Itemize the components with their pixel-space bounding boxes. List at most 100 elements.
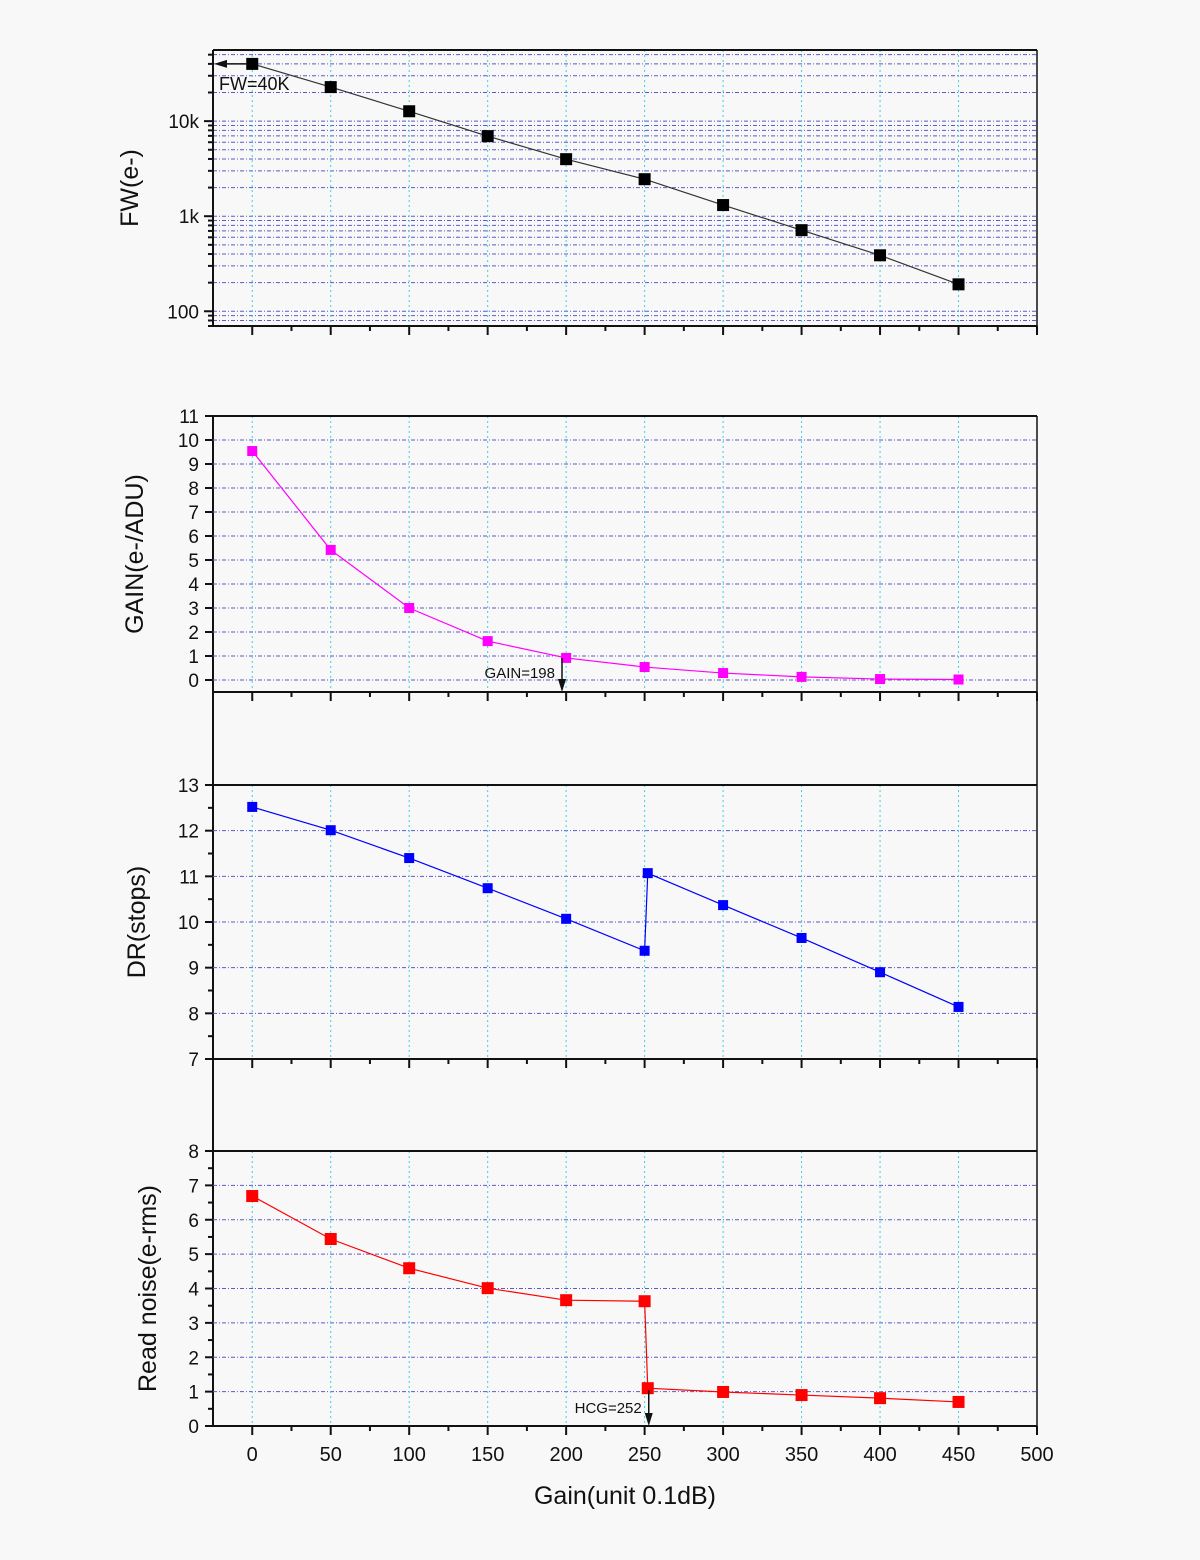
x-axis-label: Gain(unit 0.1dB): [534, 1482, 716, 1510]
data-point-gain: [875, 674, 886, 685]
y-axis-label: Read noise(e-rms): [134, 1185, 162, 1392]
y-tick-label: 3: [188, 1314, 199, 1335]
y-tick-label: 0: [188, 1417, 199, 1438]
y-tick-label: 7: [188, 1050, 199, 1071]
x-tick-label: 50: [320, 1444, 342, 1466]
panel-read-noise: 0 1 2 3 4 5 6 7 8 Read noise(e-rms) HCG=252: [134, 1142, 1038, 1438]
annotation-label: GAIN=198: [485, 665, 555, 682]
y-tick-label: 1: [188, 647, 199, 668]
annotation-arrowhead: [214, 59, 227, 68]
panel-gain: 0 1 2 3 4 5 6 7 8 9 10 11 GAIN(e-/ADU) GAIN=198: [121, 407, 1038, 701]
data-point-read-noise: [403, 1262, 416, 1275]
annotation-label: HCG=252: [575, 1400, 642, 1417]
series-line-fw: [252, 63, 959, 285]
data-point-dr: [718, 900, 729, 911]
annotation-label: FW=40K: [219, 74, 290, 94]
y-tick-label: 100: [167, 302, 199, 323]
panel-dr: 7 8 9 10 11 12 13 DR(stops): [123, 776, 1038, 1071]
data-point-gain: [796, 671, 807, 682]
data-point-fw: [952, 278, 965, 291]
data-point-read-noise: [560, 1294, 573, 1307]
data-point-read-noise: [795, 1389, 808, 1402]
x-tick-label: 0: [247, 1444, 258, 1466]
data-point-read-noise: [874, 1392, 887, 1405]
x-tick-label: 350: [785, 1444, 818, 1466]
data-point-gain: [639, 662, 650, 673]
data-point-read-noise: [641, 1382, 654, 1395]
x-tick-label: 250: [628, 1444, 661, 1466]
series-line-read-noise: [251, 1195, 959, 1403]
data-point-read-noise: [952, 1395, 965, 1408]
x-tick-label: 200: [549, 1444, 582, 1466]
data-point-dr: [875, 967, 886, 978]
data-point-fw: [324, 81, 337, 94]
y-tick-label: 10: [178, 431, 199, 452]
y-tick-label: 2: [188, 623, 199, 644]
x-tick-label: 500: [1020, 1444, 1053, 1466]
y-tick-label: 8: [188, 1142, 199, 1163]
x-tick-label: 150: [471, 1444, 504, 1466]
y-tick-label: 13: [178, 776, 199, 797]
panel-fw: 100 1k 10k FW(e-) FW=40K: [116, 49, 1038, 335]
y-axis-label: DR(stops): [123, 866, 151, 979]
y-tick-label: 3: [188, 599, 199, 620]
data-point-read-noise: [324, 1233, 337, 1245]
data-point-dr: [561, 913, 572, 924]
data-point-dr: [404, 853, 415, 864]
x-tick-label: 400: [863, 1444, 896, 1466]
y-tick-label: 7: [188, 1176, 199, 1197]
data-point-read-noise: [638, 1295, 651, 1308]
y-tick-label: 1k: [179, 207, 200, 228]
y-axis-label: GAIN(e-/ADU): [121, 474, 149, 634]
data-point-fw: [403, 105, 416, 118]
y-tick-label: 10k: [168, 112, 199, 133]
data-point-dr: [639, 945, 650, 956]
data-point-dr: [247, 801, 258, 812]
y-tick-label: 11: [179, 867, 199, 888]
y-axis-label: FW(e-): [116, 149, 144, 227]
data-point-gain: [482, 636, 493, 647]
data-point-gain: [561, 652, 572, 663]
x-tick-label: 300: [706, 1444, 739, 1466]
data-point-dr: [642, 868, 653, 879]
data-point-read-noise: [481, 1282, 494, 1295]
data-point-dr: [482, 883, 493, 894]
y-tick-label: 6: [188, 1211, 199, 1232]
x-tick-label: 100: [393, 1444, 426, 1466]
y-tick-label: 9: [188, 959, 199, 980]
data-point-fw: [560, 153, 573, 166]
data-point-fw: [795, 224, 808, 237]
data-point-gain: [247, 446, 258, 457]
y-tick-label: 5: [188, 551, 199, 572]
series-line-dr: [252, 806, 959, 1008]
annotation-arrowhead: [558, 679, 567, 692]
y-tick-label: 6: [188, 527, 199, 548]
y-tick-label: 8: [188, 479, 199, 500]
y-tick-label: 0: [188, 671, 199, 692]
annotation-arrowhead: [644, 1413, 653, 1426]
data-point-fw: [717, 199, 730, 212]
series-line-gain: [251, 450, 959, 681]
y-tick-label: 2: [188, 1348, 199, 1369]
y-tick-label: 12: [178, 822, 199, 843]
data-point-gain: [404, 603, 415, 613]
y-tick-label: 8: [188, 1004, 199, 1025]
data-point-read-noise: [717, 1385, 730, 1398]
data-point-gain: [325, 544, 336, 555]
data-point-fw: [481, 130, 494, 143]
y-tick-label: 4: [188, 1280, 199, 1301]
data-point-gain: [718, 668, 729, 679]
y-tick-label: 4: [188, 575, 199, 596]
y-tick-label: 11: [179, 407, 199, 428]
data-point-dr: [796, 932, 807, 943]
x-tick-label: 450: [942, 1444, 975, 1466]
y-tick-label: 5: [188, 1245, 199, 1266]
data-point-read-noise: [246, 1190, 259, 1203]
y-tick-label: 1: [188, 1383, 199, 1404]
y-tick-label: 10: [178, 913, 199, 934]
data-point-dr: [953, 1001, 964, 1012]
y-tick-label: 9: [188, 455, 199, 476]
data-point-gain: [953, 674, 964, 685]
